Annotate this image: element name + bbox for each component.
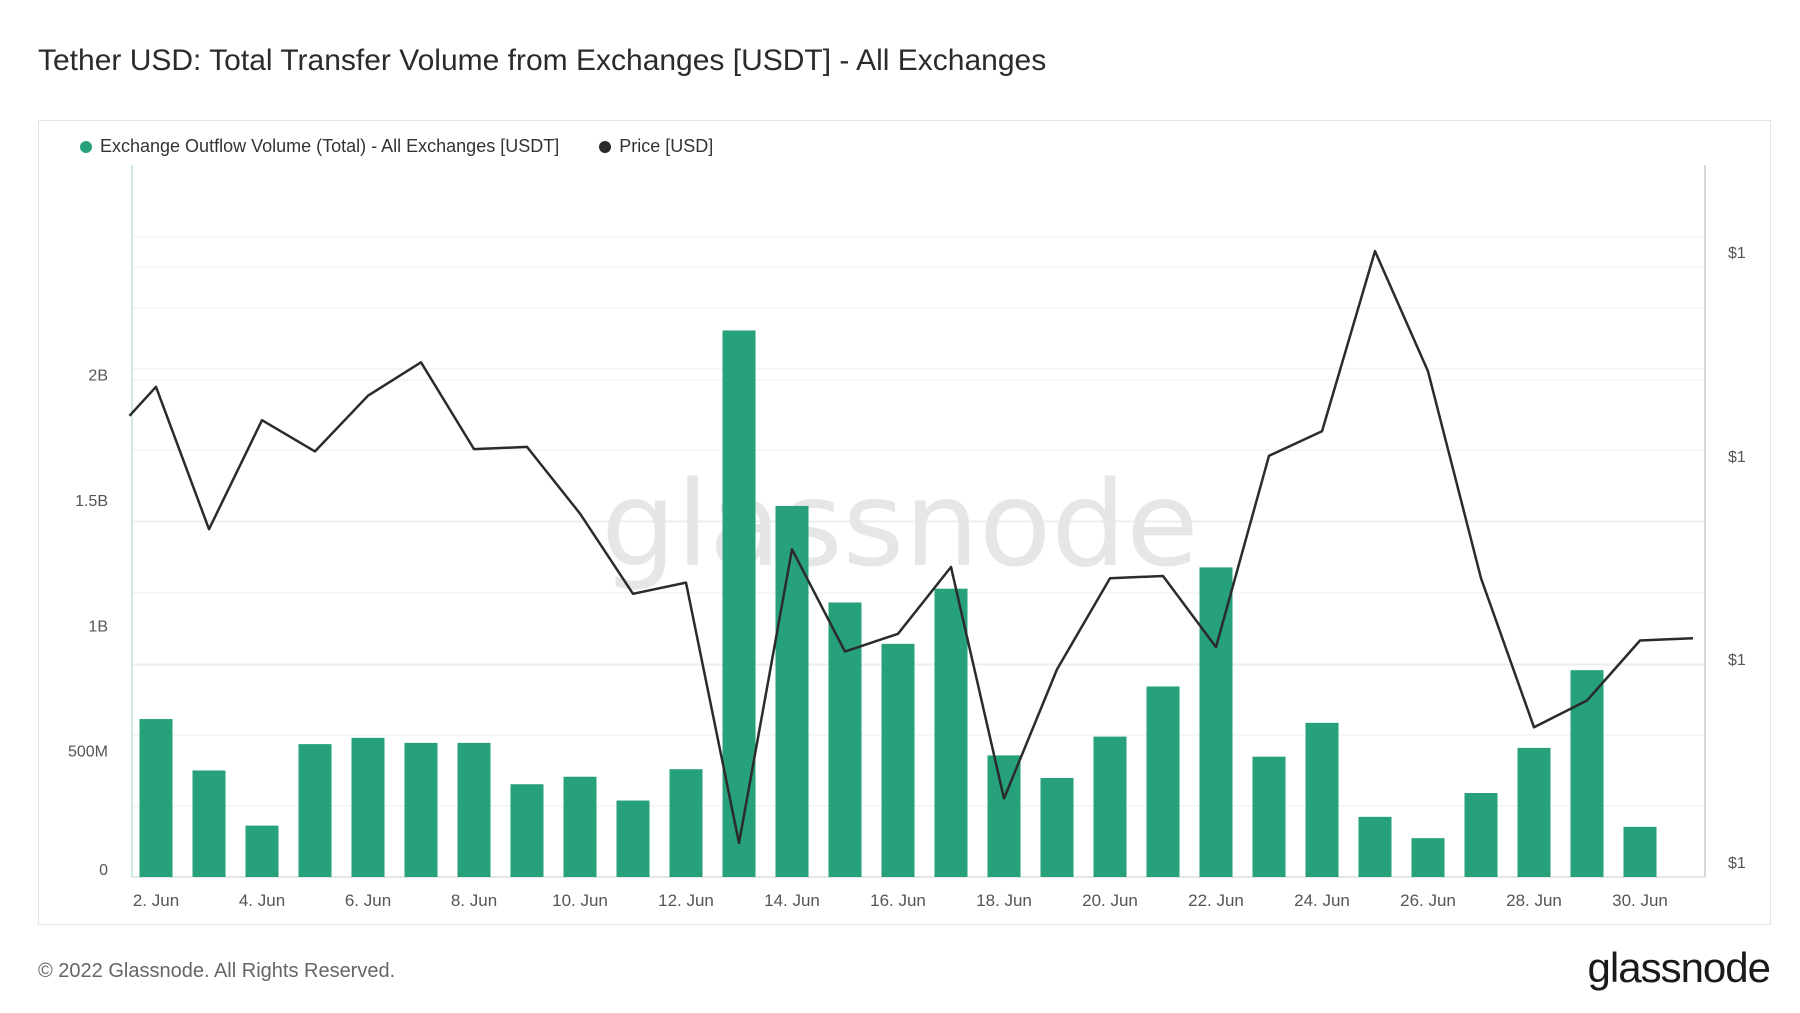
x-tick-label: 26. Jun [1400, 891, 1456, 910]
outflow-bar [1093, 736, 1127, 877]
bar-series [139, 330, 1657, 877]
x-tick-label: 18. Jun [976, 891, 1032, 910]
x-tick-label: 16. Jun [870, 891, 926, 910]
x-tick-label: 14. Jun [764, 891, 820, 910]
outflow-bar [245, 825, 279, 877]
outflow-bar [298, 744, 332, 877]
outflow-bar [1623, 826, 1657, 877]
y-left-tick-label: 500M [68, 744, 108, 761]
copyright-text: © 2022 Glassnode. All Rights Reserved. [38, 960, 396, 982]
legend: Exchange Outflow Volume (Total) - All Ex… [80, 136, 713, 157]
legend-label-outflow: Exchange Outflow Volume (Total) - All Ex… [100, 136, 560, 156]
x-tick-label: 20. Jun [1082, 891, 1138, 910]
outflow-bar [775, 505, 809, 877]
outflow-bar [616, 800, 650, 877]
outflow-bar [722, 330, 756, 877]
y-left-tick-label: 2B [88, 368, 108, 385]
outflow-bar [1358, 816, 1392, 877]
x-tick-label: 24. Jun [1294, 891, 1350, 910]
x-tick-label: 8. Jun [451, 891, 497, 910]
outflow-bar [192, 770, 226, 877]
outflow-bar [828, 602, 862, 877]
x-tick-label: 30. Jun [1612, 891, 1668, 910]
outflow-bar [563, 776, 597, 877]
y-right-tick-label: $1 [1728, 855, 1746, 872]
outflow-bar [934, 588, 968, 877]
y-left-tick-label: 1B [88, 618, 108, 635]
outflow-bar [510, 784, 544, 877]
watermark: glassnode [601, 455, 1198, 593]
outflow-bar [1570, 670, 1604, 877]
legend-item-price[interactable]: Price [USD] [599, 136, 713, 157]
x-tick-label: 4. Jun [239, 891, 285, 910]
outflow-bar [1464, 793, 1498, 877]
grid-layer [132, 236, 1705, 807]
price-series [128, 249, 1694, 845]
x-tick-label: 12. Jun [658, 891, 714, 910]
outflow-bar [1146, 686, 1180, 877]
outflow-bar [1040, 777, 1074, 877]
legend-item-outflow[interactable]: Exchange Outflow Volume (Total) - All Ex… [80, 136, 559, 157]
y-right-tick-label: $1 [1728, 245, 1746, 262]
x-tick-label: 2. Jun [133, 891, 179, 910]
outflow-bar [1252, 756, 1286, 877]
tick-labels: 0 500M 1B 1.5B 2B $1 $1 $1 $1 2. Jun 4. Jun 6. Jun 8… [68, 245, 1746, 910]
outflow-bar [1411, 838, 1445, 877]
glassnode-logo[interactable]: glassnode [1587, 944, 1771, 991]
outflow-bar [351, 737, 385, 877]
legend-marker-outflow [80, 140, 92, 153]
outflow-bar [1517, 747, 1551, 877]
y-left-tick-label: 1.5B [75, 493, 108, 510]
outflow-bar [404, 742, 438, 877]
x-tick-label: 6. Jun [345, 891, 391, 910]
outflow-bar [987, 755, 1021, 877]
chart-title: Tether USD: Total Transfer Volume from E… [38, 44, 1047, 77]
x-tick-label: 22. Jun [1188, 891, 1244, 910]
y-right-tick-label: $1 [1728, 652, 1746, 669]
outflow-bar [1199, 567, 1233, 877]
outflow-bar [669, 769, 703, 877]
legend-marker-price [599, 140, 612, 153]
x-tick-label: 28. Jun [1506, 891, 1562, 910]
y-left-tick-label: 0 [99, 862, 108, 879]
x-tick-label: 10. Jun [552, 891, 608, 910]
legend-label-price: Price [USD] [619, 136, 714, 156]
outflow-bar [139, 719, 173, 877]
outflow-bar [1305, 722, 1339, 877]
y-right-tick-label: $1 [1728, 449, 1746, 466]
outflow-bar [457, 742, 491, 877]
chart-frame [38, 120, 1771, 925]
outflow-bar [881, 643, 915, 877]
